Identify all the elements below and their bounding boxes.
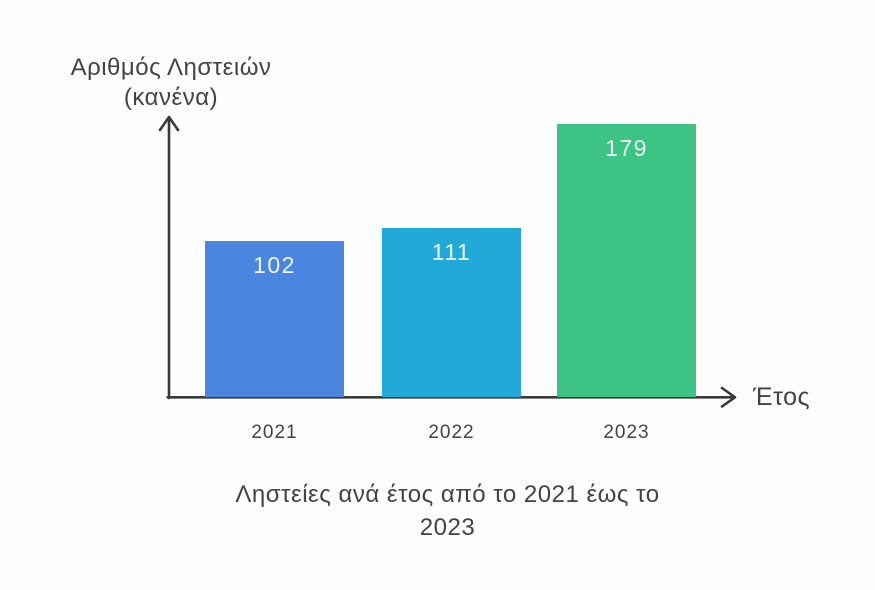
bar-2022: 111 — [382, 228, 521, 397]
y-axis-label: Αριθμός Ληστειών (κανένα) — [30, 53, 312, 113]
chart-title-line1: Ληστείες ανά έτος από το 2021 έως το — [235, 481, 660, 508]
bar-value-label-2023: 179 — [605, 135, 648, 161]
x-tick-2022: 2022 — [428, 422, 475, 443]
bar-value-label-2021: 102 — [253, 252, 296, 278]
bar-2023: 179 — [557, 124, 696, 397]
x-tick-2021: 2021 — [251, 422, 298, 443]
x-axis-arrow-icon — [720, 386, 737, 408]
y-axis-arrow-icon — [158, 115, 180, 132]
y-axis-label-line2: (κανένα) — [123, 84, 219, 111]
x-axis-title: Έτος — [753, 383, 811, 411]
bar-2021: 102 — [205, 241, 344, 397]
chart-title: Ληστείες ανά έτος από το 2021 έως το 202… — [10, 478, 875, 544]
bar-value-label-2022: 111 — [431, 239, 472, 265]
y-axis-label-line1: Αριθμός Ληστειών — [70, 54, 272, 81]
chart-title-line2: 2023 — [419, 514, 476, 541]
x-tick-2023: 2023 — [603, 422, 650, 443]
